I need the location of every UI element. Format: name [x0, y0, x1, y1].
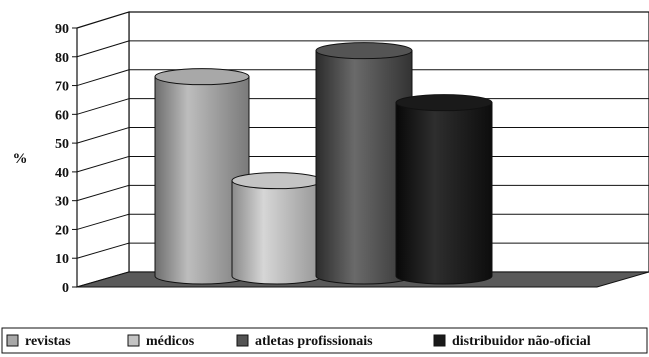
y-tick-label: 80 [55, 51, 69, 66]
bar-1 [154, 68, 250, 285]
y-axis-label: % [13, 151, 28, 167]
bar-top [154, 68, 250, 86]
legend-label: atletas profissionais [255, 334, 373, 349]
bar-body [395, 102, 493, 285]
bars [154, 42, 493, 285]
legend-swatch [236, 334, 249, 347]
legend-item: distribuidor não-oficial [433, 334, 591, 349]
y-tick-label: 60 [55, 108, 69, 123]
legend: revistas médicos atletas profissionais dist… [1, 327, 648, 354]
y-tick-label: 10 [55, 252, 69, 267]
bar-top [315, 42, 413, 60]
bar-body [231, 180, 323, 285]
y-tick-label: 30 [55, 195, 69, 210]
gridline-side [76, 155, 130, 173]
legend-swatch [6, 334, 19, 347]
legend-box [1, 327, 648, 354]
bar-4 [395, 94, 493, 285]
legend-item: médicos [127, 334, 195, 349]
bar-2 [231, 172, 323, 285]
legend-swatch [127, 334, 140, 347]
gridline-side [76, 127, 130, 144]
y-axis-ticks: 0 10 20 30 40 50 60 70 80 90 [55, 22, 77, 296]
y-tick-label: 70 [55, 80, 69, 95]
y-tick-label: 40 [55, 166, 69, 181]
gridline-side [76, 98, 130, 115]
gridline-side [76, 213, 130, 230]
gridline-side [76, 40, 130, 58]
legend-label: revistas [25, 334, 71, 349]
gridline-side [76, 69, 130, 87]
legend-label: médicos [146, 334, 195, 349]
gridline-side [76, 184, 130, 202]
bar-3 [315, 42, 413, 285]
legend-item: revistas [6, 334, 71, 349]
y-tick-label: 50 [55, 137, 69, 152]
bar-top [231, 172, 323, 190]
y-tick-label: 0 [62, 281, 69, 296]
gridline-side [76, 242, 130, 259]
y-tick-label: 20 [55, 223, 69, 238]
bar-top [395, 94, 493, 112]
legend-label: distribuidor não-oficial [452, 334, 591, 349]
legend-item: atletas profissionais [236, 334, 373, 349]
y-tick-label: 90 [55, 22, 69, 37]
legend-swatch [433, 334, 446, 347]
